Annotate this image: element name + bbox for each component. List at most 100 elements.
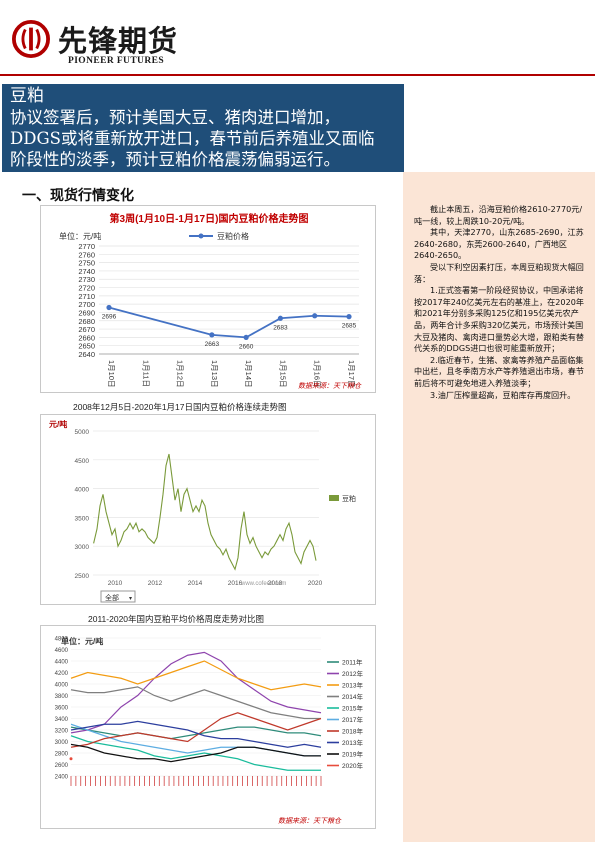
x-tick-label: 2014 (188, 580, 203, 587)
y-tick-label: 2720 (78, 284, 95, 293)
legend-label: 2017年 (342, 715, 363, 724)
y-tick-label: 5000 (75, 429, 90, 436)
x-tick-label: 2020 (308, 580, 323, 587)
header-divider (0, 74, 595, 76)
summary-line: DDGS或将重新放开进口，春节前后养殖业又面临 (10, 129, 375, 148)
y-tick-label: 4600 (55, 648, 69, 654)
sidebar-paragraph: 截止本周五，沿海豆粕价格2610-2770元/吨一线，较上周跌10-20元/吨。 (414, 204, 583, 226)
y-tick-label: 2650 (78, 342, 95, 351)
legend-label: 2018年 (342, 727, 363, 736)
legend-label: 2013年 (342, 681, 363, 690)
y-tick-label: 2500 (75, 573, 90, 580)
legend-label: 2015年 (342, 704, 363, 713)
y-tick-label: 3200 (55, 729, 69, 735)
legend-label: 豆粕价格 (217, 231, 249, 241)
data-label: 2696 (102, 313, 117, 320)
series-line (70, 735, 321, 771)
data-label: 2685 (342, 323, 357, 330)
y-tick-label: 3000 (75, 544, 90, 551)
data-point (243, 334, 249, 340)
y-tick-label: 3500 (75, 515, 90, 522)
chart-caption: 2011-2020年国内豆粕平均价格周度走势对比图 (88, 614, 265, 624)
chart-title: 第3周(1月10日-1月17日)国内豆粕价格走势图 (110, 212, 309, 225)
weekly-price-chart-svg: 第3周(1月10日-1月17日)国内豆粕价格走势图 单位：元/吨 豆粕价格 26… (59, 212, 362, 390)
legend-label: 豆粕 (342, 494, 356, 503)
data-label: 2663 (205, 341, 220, 348)
chevron-down-icon: ▾ (129, 596, 132, 602)
chart-caption: 2008年12月5日-2020年1月17日国内豆粕价格连续走势图 (73, 402, 287, 412)
chart-unit-label: 单位：元/吨 (61, 636, 103, 646)
brand-name-cn: 先锋期货 (58, 24, 179, 58)
y-tick-label: 4800 (55, 637, 69, 643)
summary-title: 豆粕 (10, 86, 44, 106)
legend-label: 2012年 (342, 669, 363, 678)
series-point (69, 757, 73, 761)
chart-unit-label: 元/吨 (49, 419, 67, 429)
y-tick-label: 3600 (55, 706, 69, 712)
data-point (312, 313, 318, 319)
x-tick-label: 1月11日 (141, 360, 150, 387)
price-line (93, 453, 317, 571)
summary-box: 豆粕 协议签署后，预计美国大豆、猪肉进口增加， DDGS或将重新放开进口，春节前… (2, 84, 404, 172)
legend-label: 2013年 (342, 738, 363, 747)
legend-label: 2011年 (342, 658, 363, 667)
x-tick-label: 2018 (268, 580, 283, 587)
x-tick-label: 2010 (108, 580, 123, 587)
chart-source: 数据来源：天下粮仓 (278, 817, 342, 825)
summary-line: 阶段性的淡季，预计豆粕价格震荡偏弱运行。 (10, 150, 340, 169)
brand-name-en: PIONEER FUTURES (68, 56, 164, 66)
y-tick-label: 2770 (78, 242, 95, 251)
weekly-price-chart: 第3周(1月10日-1月17日)国内豆粕价格走势图 单位：元/吨 豆粕价格 26… (40, 205, 376, 393)
range-selector[interactable] (100, 590, 136, 603)
sidebar-paragraph: 2.临近春节，生猪、家禽等养殖产品面临集中出栏，且冬季南方水产等养殖退出市场，春… (414, 354, 584, 388)
y-tick-label: 4000 (75, 487, 90, 494)
y-tick-label: 2400 (55, 775, 69, 781)
x-tick-label: 1月16日 (313, 360, 322, 388)
series-line (70, 720, 322, 748)
x-tick-label: 2016 (228, 580, 243, 587)
y-tick-label: 3400 (55, 717, 69, 723)
data-point (346, 314, 352, 320)
y-tick-label: 2730 (78, 275, 95, 284)
sidebar-paragraph: 1.正式签署第一阶段经贸协议，中国承诺将按2017年240亿美元左右的基准上，在… (414, 285, 584, 354)
y-tick-label: 2690 (78, 308, 95, 317)
y-tick-label: 2700 (78, 300, 95, 309)
yearly-comparison-chart: 单位：元/吨 2400 2600 2800 3000 3200 3400 3600 3800 4… (40, 625, 376, 829)
y-tick-label: 2800 (55, 752, 69, 758)
y-tick-label: 2710 (78, 292, 95, 301)
sidebar-paragraph: 其中，天津2770，山东2685-2690，江苏2640-2680，东莞2600… (414, 227, 584, 261)
y-tick-label: 4200 (55, 671, 69, 677)
y-tick-label: 2670 (78, 325, 95, 334)
sidebar-panel (403, 172, 595, 842)
series-line (70, 651, 322, 734)
legend-label: 2019年 (342, 750, 363, 759)
y-tick-label: 4500 (75, 458, 90, 465)
y-tick-label: 2640 (78, 350, 95, 359)
y-tick-label: 3800 (55, 694, 69, 700)
x-tick-label: 1月12日 (176, 360, 185, 388)
y-tick-label: 4400 (55, 660, 69, 666)
sidebar-text: 截止本周五，沿海豆粕价格2610-2770元/吨一线，较上周跌10-20元/吨。… (414, 204, 586, 401)
y-tick-label: 2660 (78, 333, 95, 342)
watermark-url: www.cofeed.com (240, 581, 286, 587)
legend-swatch (329, 495, 339, 501)
legend-label: 2020年 (342, 761, 363, 770)
y-tick-label: 3000 (55, 740, 69, 746)
series-line (70, 686, 321, 720)
summary-line: 协议签署后，预计美国大豆、猪肉进口增加， (10, 108, 340, 127)
series-line (70, 660, 322, 691)
pioneer-logo-icon (12, 20, 50, 58)
x-tick-label: 1月15日 (278, 360, 287, 388)
series-line (70, 712, 322, 748)
x-tick-label: 1月10日 (107, 360, 116, 388)
range-selector-label: 全部 (105, 593, 119, 602)
y-tick-label: 2760 (78, 250, 95, 259)
data-point (277, 315, 284, 321)
section-heading: 一、现货行情变化 (22, 188, 134, 204)
y-tick-label: 2680 (78, 317, 95, 326)
legend-marker (198, 233, 204, 239)
legend-label: 2014年 (342, 692, 363, 701)
x-tick-label: 1月17日 (347, 360, 356, 388)
price-line (108, 306, 350, 339)
chart-source: 数据来源：天下粮仓 (298, 382, 362, 390)
